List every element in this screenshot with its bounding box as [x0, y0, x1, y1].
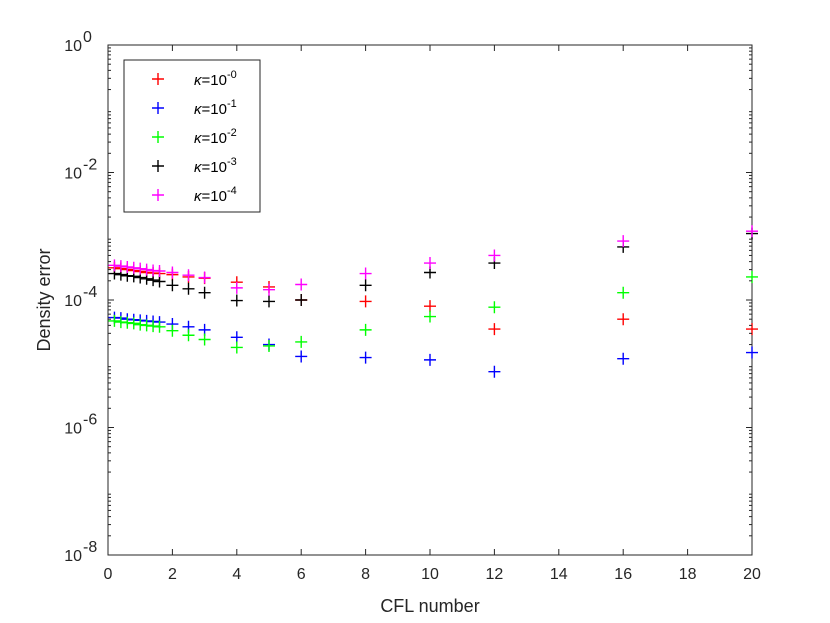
x-tick-label: 20	[743, 566, 761, 583]
data-point	[230, 281, 243, 294]
data-point	[182, 269, 195, 282]
legend-box	[123, 59, 261, 213]
data-point	[359, 279, 372, 292]
x-tick-label: 0	[104, 566, 113, 583]
data-point	[488, 301, 501, 314]
legend-label: κ=10-1	[194, 98, 237, 118]
data-point	[166, 279, 179, 292]
data-point	[488, 365, 501, 378]
series-4	[108, 225, 758, 296]
data-point	[198, 286, 211, 299]
data-point	[424, 353, 436, 366]
data-point	[617, 286, 630, 299]
data-point	[424, 300, 436, 313]
data-point	[147, 320, 160, 333]
series-2	[108, 270, 758, 354]
data-point	[617, 313, 630, 326]
data-markers	[108, 225, 758, 378]
x-tick-label: 6	[297, 566, 306, 583]
data-point	[153, 275, 166, 288]
data-point	[140, 263, 153, 276]
data-point	[166, 266, 179, 279]
data-point	[182, 329, 195, 342]
data-point	[198, 333, 211, 346]
data-point	[263, 295, 275, 308]
data-point	[295, 350, 308, 363]
x-tick-label: 10	[421, 566, 439, 583]
data-point	[359, 351, 372, 364]
data-point	[198, 271, 211, 284]
y-tick-label: 10	[64, 166, 82, 183]
data-point	[140, 319, 153, 332]
legend-marker	[152, 73, 164, 85]
data-point	[263, 339, 275, 352]
data-point	[746, 346, 758, 359]
legend-marker	[152, 189, 164, 201]
data-point	[108, 259, 121, 272]
data-point	[359, 295, 372, 308]
y-tick-label-exponent: -4	[83, 284, 97, 301]
legend-marker	[152, 131, 164, 143]
y-tick-label-exponent: -8	[83, 539, 97, 556]
data-point	[488, 249, 501, 262]
x-tick-label: 18	[679, 566, 697, 583]
y-tick-label-exponent: -2	[83, 157, 97, 174]
data-point	[121, 260, 134, 273]
data-point	[230, 331, 243, 344]
data-point	[617, 352, 630, 365]
x-tick-label: 14	[550, 566, 568, 583]
legend-label: κ=10-2	[194, 127, 237, 147]
legend: κ=10-0 κ=10-1 κ=10-2 κ=10-3 κ=10-4	[123, 59, 261, 213]
x-tick-label: 12	[486, 566, 504, 583]
data-point	[230, 341, 243, 354]
y-tick-label: 10	[64, 38, 82, 55]
data-point	[424, 257, 436, 270]
data-point	[153, 265, 166, 278]
x-tick-label: 2	[168, 566, 177, 583]
data-point	[295, 335, 308, 348]
data-point	[182, 282, 195, 295]
legend-marker	[152, 160, 164, 172]
data-point	[263, 283, 275, 296]
data-point	[127, 317, 140, 330]
legend-label: κ=10-3	[194, 156, 237, 176]
data-point	[359, 267, 372, 280]
data-point	[108, 314, 121, 327]
data-point	[746, 225, 758, 238]
y-tick-label: 10	[64, 421, 82, 438]
data-point	[127, 261, 140, 274]
data-point	[166, 324, 179, 337]
data-point	[424, 310, 436, 323]
x-tick-label: 8	[361, 566, 370, 583]
x-tick-label: 16	[614, 566, 632, 583]
data-point	[295, 278, 308, 291]
y-tick-label-exponent: -6	[83, 412, 97, 429]
data-point	[230, 294, 243, 307]
y-tick-label: 10	[64, 293, 82, 310]
y-tick-label-exponent: 0	[83, 29, 92, 46]
data-point	[295, 294, 308, 306]
data-point	[114, 260, 127, 273]
legend-marker	[152, 102, 164, 114]
y-axis-label: Density error	[34, 248, 54, 351]
legend-label: κ=10-4	[194, 185, 237, 205]
x-axis-label: CFL number	[380, 596, 479, 616]
axis-ticks	[107, 44, 753, 556]
legend-label: κ=10-0	[194, 69, 237, 89]
data-point	[359, 323, 372, 336]
data-point	[488, 323, 501, 336]
x-tick-label: 4	[232, 566, 241, 583]
data-point	[153, 320, 166, 333]
data-point	[617, 235, 630, 248]
y-tick-label: 10	[64, 548, 82, 565]
data-point	[134, 262, 147, 275]
